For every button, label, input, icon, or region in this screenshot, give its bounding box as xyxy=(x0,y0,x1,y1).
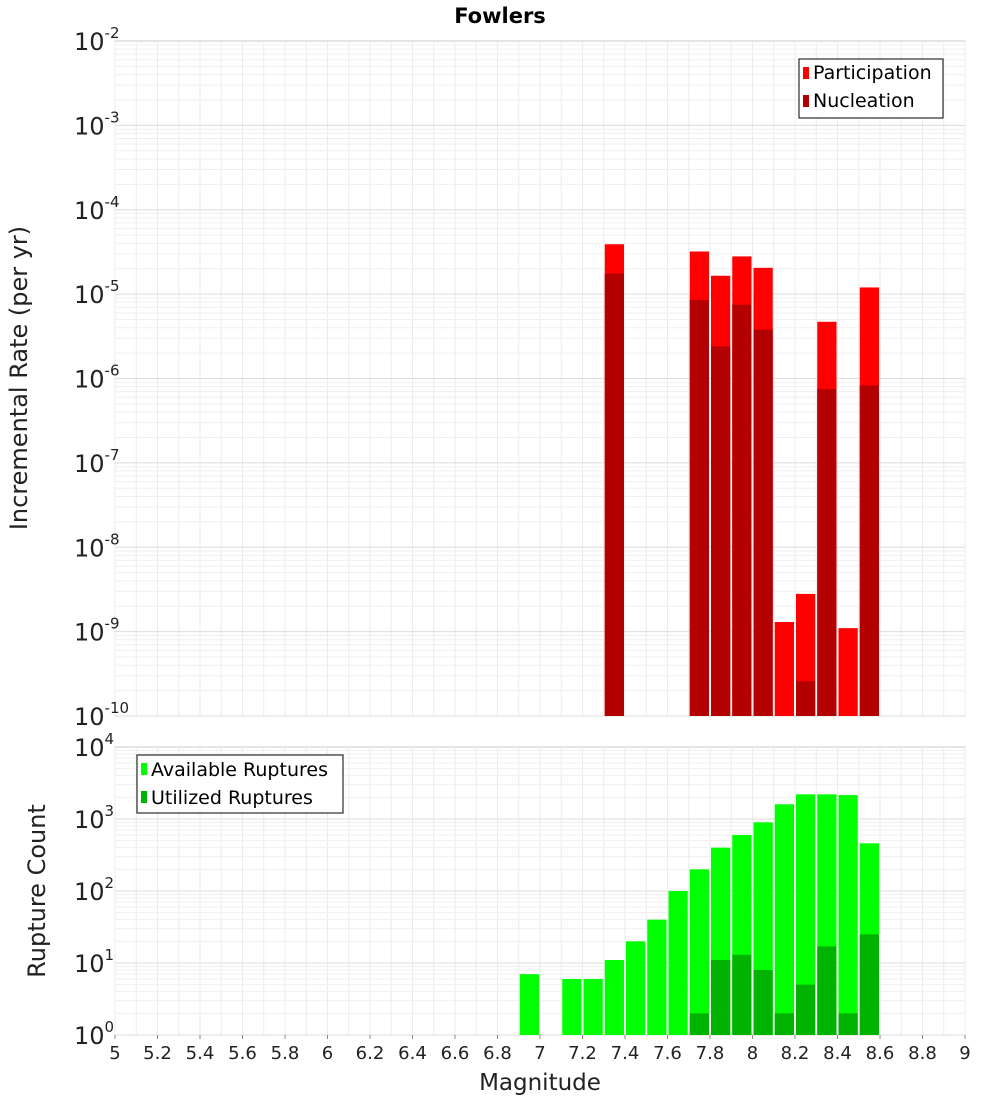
y-tick-label: 10-9 xyxy=(74,615,120,647)
bar-utilized-ruptures xyxy=(796,984,816,1035)
rate-bars xyxy=(604,244,879,717)
count-panel: 100 101 102 103 104 5 5.2 5.4 5.6 5.8 6 6.2 6.4 6.6 6… xyxy=(23,730,971,1096)
x-tick-label: 5.4 xyxy=(186,1043,215,1064)
y-tick-label: 10-8 xyxy=(74,530,120,562)
x-axis-label: Magnitude xyxy=(479,1070,601,1096)
x-tick-label: 8 xyxy=(747,1043,758,1064)
x-tick-label: 8.4 xyxy=(823,1043,852,1064)
bar-nucleation xyxy=(753,329,773,716)
x-ticks: 5 5.2 5.4 5.6 5.8 6 6.2 6.4 6.6 6.8 7 7.2 7.4 7.6 7.8 8… xyxy=(109,1035,971,1064)
x-tick-label: 5.6 xyxy=(228,1043,257,1064)
x-tick-label: 8.6 xyxy=(866,1043,895,1064)
bar-available-ruptures xyxy=(796,794,816,1035)
legend-label-utilized: Utilized Ruptures xyxy=(151,787,313,809)
y-tick-label: 100 xyxy=(74,1018,114,1050)
bar-available-ruptures xyxy=(689,869,709,1035)
x-tick-label: 6.4 xyxy=(398,1043,427,1064)
y-tick-label: 102 xyxy=(74,874,114,906)
bar-nucleation xyxy=(689,300,709,716)
y-tick-label: 103 xyxy=(74,802,114,834)
bar-utilized-ruptures xyxy=(774,1013,794,1035)
rate-grid xyxy=(114,41,966,717)
x-tick-label: 8.8 xyxy=(908,1043,937,1064)
bar-nucleation xyxy=(604,273,624,716)
y-tick-label: 10-3 xyxy=(74,108,120,140)
bar-participation xyxy=(838,628,858,716)
x-tick-label: 7.4 xyxy=(611,1043,640,1064)
bar-utilized-ruptures xyxy=(711,960,731,1035)
y-tick-label: 10-6 xyxy=(74,362,120,394)
y-tick-label: 10-7 xyxy=(74,446,120,478)
y-tick-label: 10-4 xyxy=(74,193,120,225)
bar-utilized-ruptures xyxy=(838,1013,858,1035)
x-tick-label: 7.8 xyxy=(696,1043,725,1064)
x-tick-label: 5.8 xyxy=(271,1043,300,1064)
legend-swatch-participation xyxy=(803,67,809,79)
count-y-ticks: 100 101 102 103 104 xyxy=(74,730,114,1050)
count-y-axis-label: Rupture Count xyxy=(23,804,51,978)
rate-legend: Participation Nucleation xyxy=(798,58,944,119)
x-tick-label: 7.6 xyxy=(653,1043,682,1064)
y-tick-label: 10-10 xyxy=(74,699,129,731)
bar-nucleation xyxy=(859,385,879,716)
bar-utilized-ruptures xyxy=(753,969,773,1035)
bar-utilized-ruptures xyxy=(732,954,752,1035)
x-tick-label: 9 xyxy=(959,1043,970,1064)
x-tick-label: 6.8 xyxy=(483,1043,512,1064)
rate-panel: 10-10 10-9 10-8 10-7 10-6 10-5 10-4 10-3 10-2 In… xyxy=(5,24,966,731)
bar-available-ruptures xyxy=(562,978,582,1035)
bar-nucleation xyxy=(817,389,837,716)
bar-utilized-ruptures xyxy=(859,934,879,1035)
x-tick-label: 5 xyxy=(109,1043,120,1064)
legend-swatch-nucleation xyxy=(803,95,809,107)
x-tick-label: 7.2 xyxy=(568,1043,597,1064)
y-tick-label: 104 xyxy=(74,730,114,762)
bar-available-ruptures xyxy=(668,891,688,1035)
rate-legend-box xyxy=(798,58,944,119)
y-tick-label: 10-5 xyxy=(74,277,120,309)
x-tick-label: 6.2 xyxy=(356,1043,385,1064)
y-tick-label: 101 xyxy=(74,946,114,978)
legend-swatch-utilized xyxy=(141,791,147,803)
bar-nucleation xyxy=(732,304,752,716)
x-tick-label: 5.2 xyxy=(143,1043,172,1064)
bar-available-ruptures xyxy=(519,974,539,1035)
legend-swatch-available xyxy=(141,763,147,775)
count-legend: Available Ruptures Utilized Ruptures xyxy=(136,754,344,814)
chart-title: Fowlers xyxy=(454,4,546,28)
bar-participation xyxy=(774,622,794,716)
bar-available-ruptures xyxy=(604,960,624,1035)
legend-label-available: Available Ruptures xyxy=(151,759,328,781)
legend-label-participation: Participation xyxy=(813,62,932,84)
bar-utilized-ruptures xyxy=(689,1013,709,1035)
x-tick-label: 6.6 xyxy=(441,1043,470,1064)
legend-label-nucleation: Nucleation xyxy=(813,90,915,112)
count-bars xyxy=(519,794,879,1035)
bar-available-ruptures xyxy=(647,919,667,1035)
bar-utilized-ruptures xyxy=(817,946,837,1035)
x-tick-label: 8.2 xyxy=(781,1043,810,1064)
rate-y-axis-label: Incremental Rate (per yr) xyxy=(5,226,33,530)
bar-available-ruptures xyxy=(838,795,858,1035)
x-tick-label: 6 xyxy=(322,1043,333,1064)
x-tick-label: 7 xyxy=(534,1043,545,1064)
bar-nucleation xyxy=(711,346,731,716)
bar-nucleation xyxy=(796,680,816,716)
rate-y-ticks: 10-10 10-9 10-8 10-7 10-6 10-5 10-4 10-3 10-2 xyxy=(74,24,129,731)
bar-available-ruptures xyxy=(583,978,603,1035)
bar-available-ruptures xyxy=(774,804,794,1035)
y-tick-label: 10-2 xyxy=(74,24,120,56)
count-legend-box xyxy=(136,754,344,814)
bar-available-ruptures xyxy=(626,941,646,1035)
